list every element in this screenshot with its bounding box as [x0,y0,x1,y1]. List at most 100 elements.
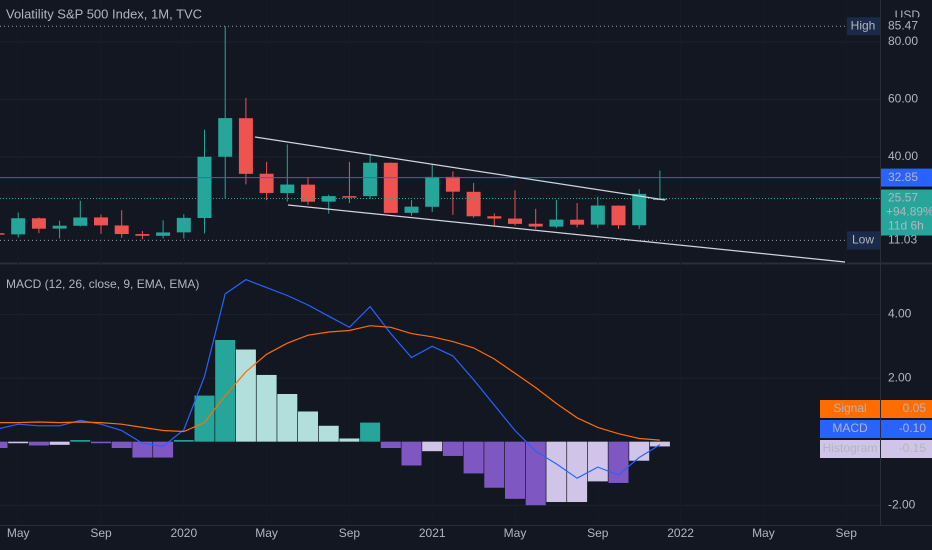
y-tick-label: 60.00 [888,92,918,106]
x-tick-label: Sep [587,526,609,540]
histogram-bar [380,441,401,449]
y-tick-label: 2.00 [888,370,912,384]
y-tick-label: -2.00 [888,497,916,511]
x-tick-label: May [504,526,527,540]
legend-value: 0.05 [903,401,927,415]
x-tick-label: 2021 [419,526,446,540]
x-tick-label: 2022 [667,526,694,540]
histogram-bar [546,441,567,503]
trend-line [287,204,846,263]
candle-body [445,176,460,192]
indicator-line [0,278,661,479]
candle-body [321,196,336,202]
candle-body [301,184,315,202]
histogram-bar [194,395,215,442]
candle-body [342,196,357,198]
last-price-countdown: 11d 6h [888,219,924,233]
price-label-name: High [851,18,876,32]
histogram-bar [298,411,318,442]
histogram-bar [505,441,525,499]
trend-line [254,136,666,201]
candle-body [218,118,233,157]
candle-body [11,218,26,235]
histogram-bar [525,441,546,506]
histogram-bar [567,441,588,503]
price-label-box [881,17,932,36]
x-tick-label: Sep [836,526,858,540]
legend-name-box [820,400,880,418]
x-tick-label: 2020 [170,526,197,540]
candle-body [363,162,378,197]
y-tick-label: 40.00 [888,149,918,163]
histogram-bar [629,441,650,461]
price-label: 32.85 [888,170,918,184]
price-label: 85.47 [888,18,918,32]
axis-labels: 40.00 60.00 80.00 -2.00 2.00 4.00 May Sep 2020 Ma… [7,17,932,540]
price-label-tag [847,231,880,250]
candle-body [114,225,129,235]
x-tick-label: May [7,526,30,540]
last-price-change: +94.89% [886,205,932,219]
candle-body [259,173,274,193]
y-tick-label: 4.00 [888,307,912,321]
legend-value-box [881,400,932,418]
histogram-bar [256,374,277,442]
candle-body [508,218,522,224]
histogram-bar [0,441,8,449]
histogram-bar [173,440,194,442]
x-tick-label: May [255,526,278,540]
histogram-bar [8,441,29,444]
candle-body [176,217,191,233]
histogram-bar [318,425,339,442]
legend-value-box [881,440,932,458]
histogram-bar [401,441,422,466]
candle-body [0,233,5,235]
histogram-bar [484,441,505,488]
candle-body [383,162,398,213]
histogram-bar [153,441,174,458]
x-tick-label: May [752,526,775,540]
indicator-title: MACD (12, 26, close, 9, EMA, EMA) [6,277,199,291]
histogram-bar [132,441,153,458]
candle-body [73,217,88,226]
histogram-bar [215,339,236,442]
histogram-bar [70,440,91,442]
legend-name: Histogram [823,441,878,455]
candle-body [238,118,253,174]
histogram-bar [442,441,463,456]
candle-body [487,216,502,219]
candle-body [549,219,564,227]
candle-body [632,193,647,226]
last-price-box [881,189,932,236]
candle-body [425,176,440,207]
candle-body [466,191,481,217]
x-tick-label: Sep [90,526,112,540]
histogram-bar [463,441,484,474]
candle-body [31,218,46,229]
histogram-bar [339,438,360,442]
price-label-name: Low [852,233,874,247]
legend-value-box [881,420,932,438]
x-tick-label: Sep [339,526,361,540]
candle-body [590,205,605,225]
histogram-bar [111,441,132,449]
candle-body [94,217,108,226]
histogram-bar [422,441,443,452]
legend-name: Signal [833,401,866,415]
histogram-bar [587,441,608,482]
legend-name-box [820,440,880,458]
histogram-bar [608,441,629,483]
candle-body [611,205,626,226]
histogram-bar [277,394,298,442]
legend-name-box [820,420,880,438]
candle-body [156,232,171,236]
legend-value: -0.10 [899,421,927,435]
histogram-bar [235,349,256,442]
indicator-line [0,325,660,441]
histogram-bar [360,422,381,442]
histogram-bar [49,441,70,445]
candle-body [280,184,295,193]
chart-title: Volatility S&P 500 Index, 1M, TVC [6,6,202,21]
y-tick-label: 80.00 [888,34,918,48]
